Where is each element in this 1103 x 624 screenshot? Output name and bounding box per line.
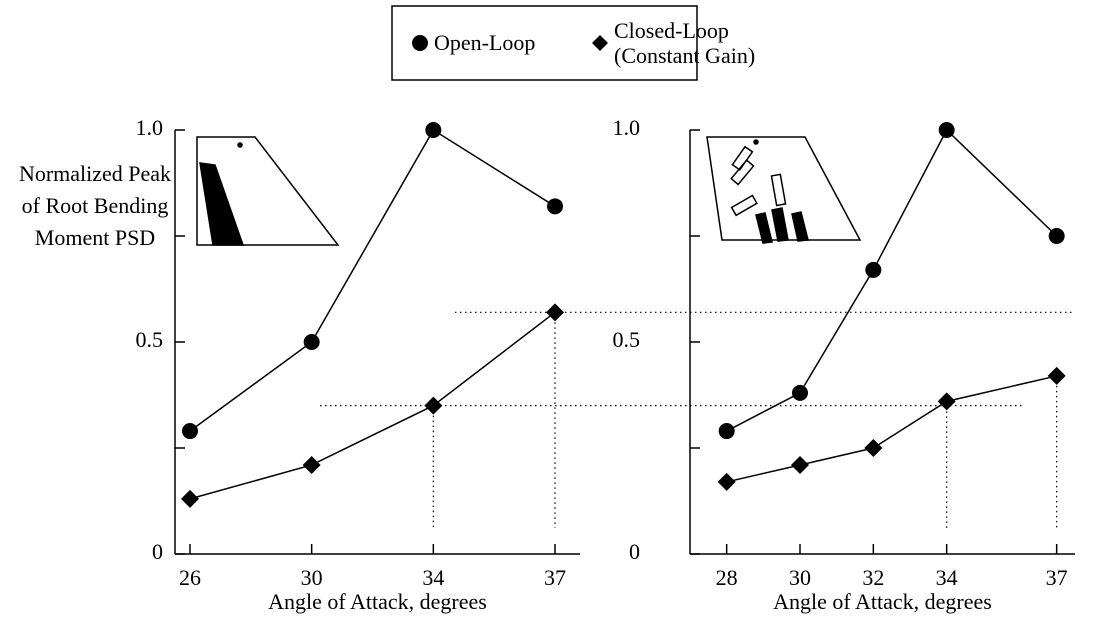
wing-inset bbox=[196, 136, 340, 246]
point bbox=[791, 455, 809, 474]
x-tick-label: 34 bbox=[936, 565, 958, 590]
point bbox=[938, 122, 955, 138]
series-line bbox=[189, 128, 556, 432]
x-tick-label: 37 bbox=[1046, 565, 1068, 590]
y-tick-label: 0 bbox=[152, 539, 163, 564]
legend-marker bbox=[592, 35, 608, 51]
y-tick-label: 1.0 bbox=[136, 115, 164, 140]
legend-marker bbox=[412, 35, 428, 51]
point bbox=[1048, 228, 1065, 244]
point bbox=[302, 455, 321, 474]
point bbox=[865, 261, 882, 278]
x-tick-label: 26 bbox=[179, 565, 201, 590]
x-tick-label: 37 bbox=[544, 565, 566, 590]
y-axis-label: Normalized Peak of Root Bending Moment P… bbox=[18, 161, 172, 250]
point bbox=[792, 384, 808, 401]
y-tick-label: 0 bbox=[629, 539, 640, 564]
x-axis-label: Angle of Attack, degrees bbox=[773, 589, 992, 614]
series-line bbox=[189, 311, 556, 500]
x-tick-label: 28 bbox=[716, 565, 738, 590]
x-tick-label: 32 bbox=[862, 565, 884, 590]
legend-label: Open-Loop bbox=[434, 30, 536, 55]
x-tick-label: 34 bbox=[422, 565, 444, 590]
legend-label: Closed-Loop (Constant Gain) bbox=[614, 18, 756, 68]
series-line bbox=[726, 375, 1057, 483]
y-tick-label: 1.0 bbox=[613, 115, 641, 140]
point bbox=[425, 122, 442, 138]
point bbox=[717, 472, 736, 491]
x-axis-label: Angle of Attack, degrees bbox=[268, 589, 487, 614]
point bbox=[718, 423, 735, 440]
x-tick-label: 30 bbox=[789, 565, 811, 590]
y-tick-label: 0.5 bbox=[136, 327, 164, 352]
point bbox=[303, 334, 320, 350]
point bbox=[864, 439, 883, 457]
point bbox=[547, 198, 563, 215]
legend-box bbox=[391, 5, 698, 81]
y-tick-label: 0.5 bbox=[613, 327, 641, 352]
point bbox=[181, 489, 199, 508]
wing-inset bbox=[706, 136, 862, 244]
point bbox=[182, 423, 198, 440]
x-tick-label: 30 bbox=[301, 565, 323, 590]
